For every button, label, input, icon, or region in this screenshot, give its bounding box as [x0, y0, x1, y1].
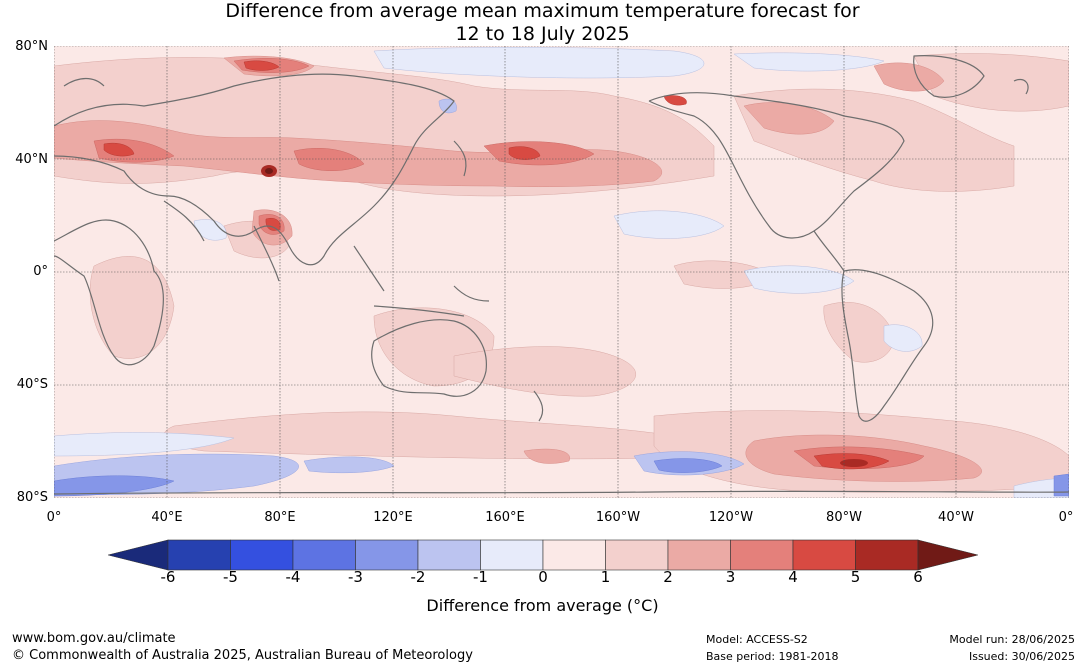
temperature-anomaly-map	[54, 46, 1069, 498]
coastlines	[54, 55, 1069, 495]
colorbar-swatch	[355, 539, 419, 571]
colorbar-swatch	[167, 539, 231, 571]
colorbar-swatch	[792, 539, 856, 571]
colorbar-swatch	[480, 539, 544, 571]
lon-label-160e: 160°E	[485, 510, 525, 525]
lon-label-120w: 120°W	[708, 510, 754, 525]
colorbar-tick-label: 4	[788, 568, 798, 586]
colorbar-tick-label: -3	[348, 568, 363, 586]
colorbar-tick-label: -4	[285, 568, 301, 586]
colorbar-swatch	[730, 539, 794, 571]
map-title: Difference from average mean maximum tem…	[0, 0, 1085, 46]
colorbar-swatch	[292, 539, 356, 571]
colorbar-swatch	[855, 539, 919, 571]
lon-label-0-left: 0°	[46, 510, 62, 525]
colorbar-tick-label: -2	[410, 568, 426, 586]
lon-label-120e: 120°E	[373, 510, 413, 525]
colorbar-tick-label: 3	[725, 568, 736, 586]
colorbar-tick-label: 6	[913, 568, 923, 586]
colorbar-tick-label: 1	[600, 568, 611, 586]
lon-label-80w: 80°W	[826, 510, 862, 525]
colorbar-tick-label: -5	[223, 568, 238, 586]
lat-label-40n: 40°N	[15, 152, 48, 167]
colorbar-swatch	[605, 539, 669, 571]
colorbar-tick-label: -6	[160, 568, 176, 586]
colorbar-low-extension	[108, 539, 169, 571]
footer-base-period: Base period: 1981-2018	[706, 650, 839, 663]
lat-label-0: 0°	[33, 264, 48, 279]
anomaly-minus-3-to-minus-2	[54, 458, 1069, 497]
lon-label-40w: 40°W	[938, 510, 974, 525]
colorbar-tick-label: 2	[663, 568, 673, 586]
title-line-1: Difference from average mean maximum tem…	[225, 0, 860, 22]
colorbar-high-extension	[917, 539, 978, 571]
lat-label-80s: 80°S	[16, 490, 48, 505]
colorbar-title: Difference from average (°C)	[426, 596, 659, 615]
lat-label-80n: 80°N	[15, 39, 48, 54]
colorbar-tick-label: 0	[538, 568, 548, 586]
colorbar-tick-label: 5	[850, 568, 861, 586]
lon-label-80e: 80°E	[264, 510, 296, 525]
lon-label-160w: 160°W	[595, 510, 641, 525]
colorbar-swatch	[417, 539, 481, 571]
lon-label-40e: 40°E	[151, 510, 183, 525]
footer-copyright: © Commonwealth of Australia 2025, Austra…	[12, 648, 473, 663]
footer-website: www.bom.gov.au/climate	[12, 631, 176, 646]
colorbar-tick-label: -1	[473, 568, 488, 586]
colorbar	[108, 539, 978, 571]
colorbar-swatch	[230, 539, 294, 571]
title-line-2: 12 to 18 July 2025	[455, 23, 630, 45]
lon-label-0-right: 0°	[1058, 510, 1074, 525]
footer-model: Model: ACCESS-S2	[706, 633, 808, 646]
graticule	[54, 46, 1069, 498]
colorbar-swatch	[542, 539, 606, 571]
colorbar-swatch	[667, 539, 731, 571]
footer-model-run: Model run: 28/06/2025	[949, 633, 1075, 646]
lat-label-40s: 40°S	[16, 377, 48, 392]
anomaly-over-6	[265, 168, 273, 174]
footer-issued: Issued: 30/06/2025	[968, 650, 1075, 663]
